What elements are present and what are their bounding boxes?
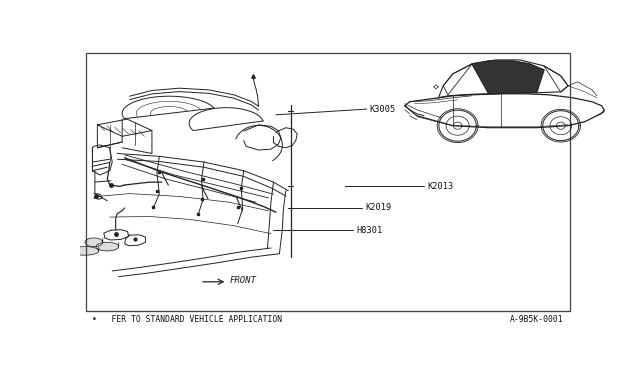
Text: H8301: H8301: [356, 226, 383, 235]
Text: •   FER TO STANDARD VEHICLE APPLICATION: • FER TO STANDARD VEHICLE APPLICATION: [92, 315, 282, 324]
Polygon shape: [71, 247, 99, 255]
Text: K2013: K2013: [428, 182, 454, 191]
Polygon shape: [96, 242, 118, 251]
Polygon shape: [472, 61, 544, 94]
Text: K3005: K3005: [369, 105, 396, 113]
Polygon shape: [85, 238, 103, 247]
Text: K2019: K2019: [365, 203, 392, 212]
Text: A-9B5K-0001: A-9B5K-0001: [510, 315, 564, 324]
Text: FRONT: FRONT: [230, 276, 257, 285]
